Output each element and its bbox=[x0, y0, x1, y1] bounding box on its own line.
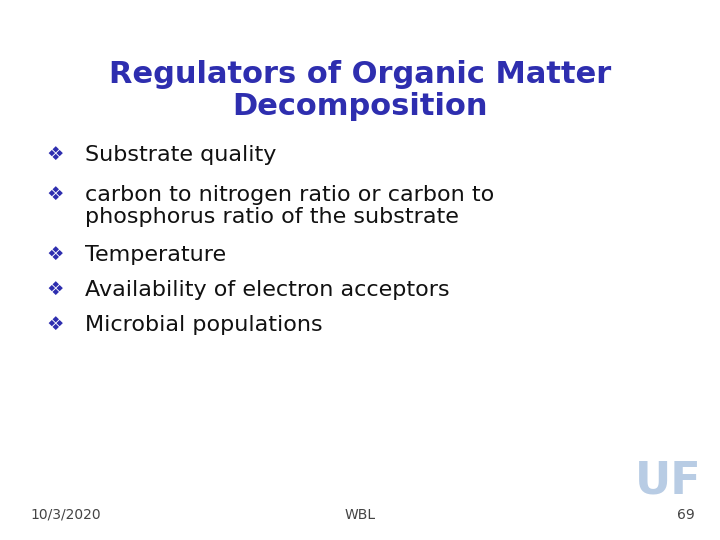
Text: ❖: ❖ bbox=[46, 245, 64, 264]
Text: Availability of electron acceptors: Availability of electron acceptors bbox=[85, 280, 449, 300]
Text: ❖: ❖ bbox=[46, 145, 64, 164]
Text: ❖: ❖ bbox=[46, 280, 64, 299]
Text: 10/3/2020: 10/3/2020 bbox=[30, 508, 101, 522]
Text: phosphorus ratio of the substrate: phosphorus ratio of the substrate bbox=[85, 207, 459, 227]
Text: ❖: ❖ bbox=[46, 315, 64, 334]
Text: Microbial populations: Microbial populations bbox=[85, 315, 323, 335]
Text: Substrate quality: Substrate quality bbox=[85, 145, 276, 165]
Text: Regulators of Organic Matter: Regulators of Organic Matter bbox=[109, 60, 611, 89]
Text: WBL: WBL bbox=[344, 508, 376, 522]
Text: Temperature: Temperature bbox=[85, 245, 226, 265]
Text: Decomposition: Decomposition bbox=[233, 92, 487, 121]
Text: UF: UF bbox=[635, 459, 701, 502]
Text: 69: 69 bbox=[678, 508, 695, 522]
Text: ❖: ❖ bbox=[46, 185, 64, 204]
Text: carbon to nitrogen ratio or carbon to: carbon to nitrogen ratio or carbon to bbox=[85, 185, 494, 205]
